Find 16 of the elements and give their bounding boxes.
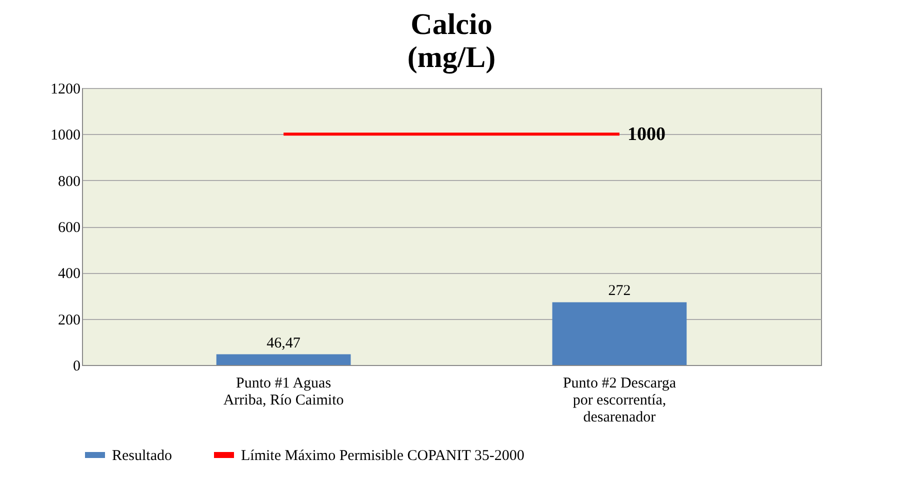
y-tick-label: 800: [58, 174, 80, 190]
data-label: 46,47: [266, 335, 301, 352]
chart-title: Calcio: [410, 8, 492, 41]
y-tick-label: 400: [58, 266, 80, 282]
chart-subtitle: (mg/L): [407, 41, 496, 74]
y-tick-label: 600: [58, 220, 80, 236]
y-tick-label: 1000: [50, 128, 80, 144]
x-tick-label: Punto #1 Aguas Arriba, Río Caimito: [223, 376, 344, 408]
annotation: 1000: [627, 124, 666, 146]
legend-label: Resultado: [112, 448, 172, 464]
y-tick-label: 200: [58, 312, 80, 328]
y-tick-label: 0: [73, 358, 80, 374]
legend-label: Límite Máximo Permisible COPANIT 35-2000: [241, 448, 524, 464]
y-tick-label: 1200: [50, 82, 80, 98]
x-tick-label: Punto #2 Descarga por escorrentía, desarenador: [562, 376, 676, 426]
data-label: 272: [608, 283, 631, 300]
